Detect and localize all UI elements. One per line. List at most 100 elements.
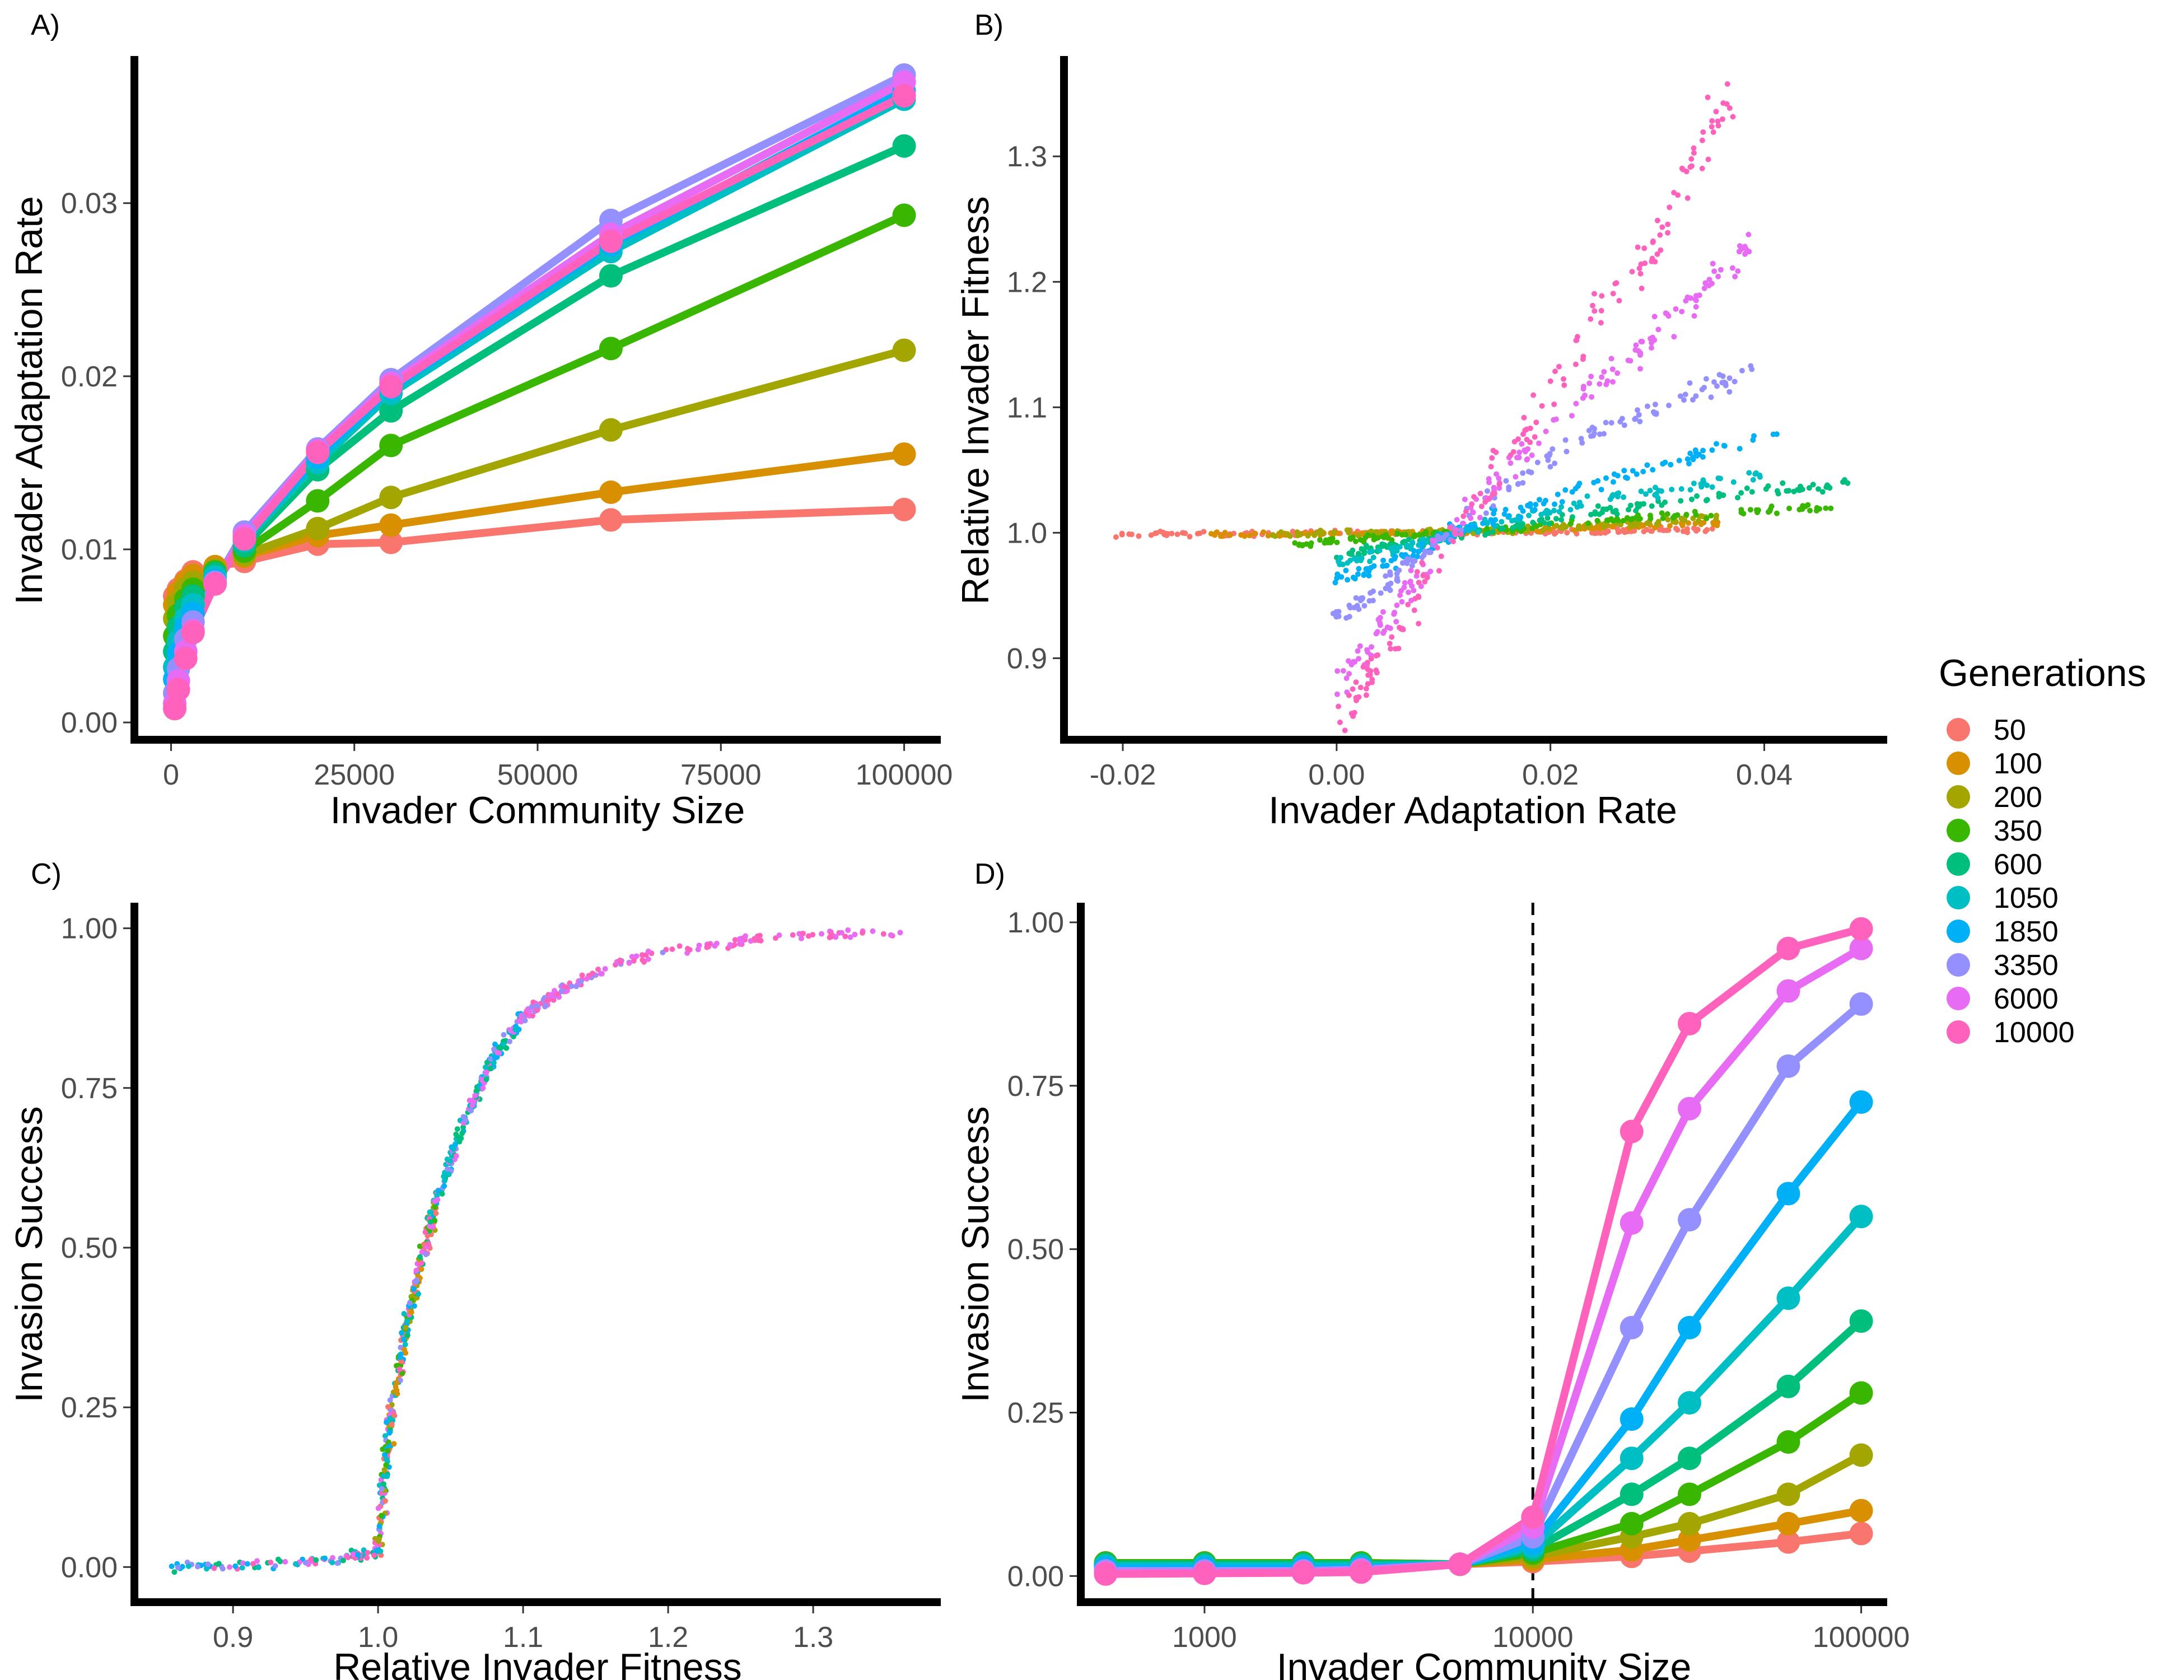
panel-b-point-6000	[1711, 268, 1718, 274]
panel-c-point	[727, 942, 733, 948]
panel-b-point-50	[1113, 534, 1119, 540]
panel-a-x-tick-label: 0	[163, 759, 179, 791]
panel-a-point-100	[599, 480, 623, 504]
panel-c-point	[171, 1569, 178, 1575]
panel-c-point	[394, 1380, 399, 1386]
panel-b-point-200	[1553, 522, 1560, 529]
panel-b-point-200	[1576, 523, 1582, 529]
panel-b-point-10000	[1687, 164, 1693, 170]
panel-c-point	[408, 1309, 414, 1315]
legend-key-50	[1947, 718, 1970, 741]
panel-b-point-10000	[1342, 727, 1348, 734]
panel-b-point-350	[1296, 542, 1303, 547]
panel-c-point	[731, 942, 738, 948]
panel-b-point-3350	[1597, 431, 1603, 437]
panel-a-point-10000	[203, 572, 227, 596]
panel-c-point	[232, 1563, 239, 1569]
panel-b-point-3350	[1635, 407, 1640, 413]
panel-b-point-3350	[1711, 379, 1717, 385]
legend-label-600: 600	[1994, 848, 2042, 881]
panel-b-point-1850	[1343, 567, 1349, 573]
panel-b-y-tick-label: 1.1	[1007, 391, 1047, 424]
panel-a-y-tick-label: 0.03	[61, 188, 118, 220]
panel-d-point-1050	[1620, 1446, 1644, 1471]
panel-b-point-6000	[1352, 659, 1358, 665]
panel-c-point	[512, 1026, 519, 1033]
panel-b-point-3350	[1749, 366, 1755, 372]
panel-b-point-350	[1416, 532, 1422, 538]
panel-b-point-1850	[1692, 447, 1698, 453]
panel-b-point-200	[1713, 515, 1719, 521]
panel-b-point-1050	[1678, 486, 1684, 492]
panel-b-point-1850	[1383, 563, 1389, 569]
panel-b-point-10000	[1688, 156, 1695, 162]
panel-b-point-600	[1786, 488, 1792, 494]
panel-c-x-tick-label: 1.3	[793, 1621, 833, 1654]
panel-b-point-10000	[1590, 302, 1595, 309]
panel-c-x-title: Relative Invader Fitness	[333, 1646, 741, 1680]
panel-b-point-600	[1749, 489, 1755, 495]
panel-b-point-6000	[1374, 629, 1380, 635]
panel-c-point	[819, 931, 825, 937]
panel-b-point-1850	[1559, 499, 1565, 505]
panel-b-point-10000	[1532, 434, 1538, 440]
panel-c-point	[169, 1564, 175, 1569]
panel-b-point-6000	[1346, 658, 1352, 664]
panel-b-point-3350	[1383, 573, 1389, 579]
panel-b-point-1050	[1752, 471, 1758, 477]
panel-c-y-tick-label: 0.00	[61, 1551, 118, 1584]
panel-b-point-3350	[1621, 422, 1627, 428]
panel-b-point-3350	[1436, 535, 1443, 541]
panel-b-point-600	[1592, 511, 1598, 517]
panel-b-point-6000	[1736, 249, 1742, 255]
panel-c-point	[423, 1252, 429, 1257]
panel-b-point-6000	[1408, 567, 1414, 573]
panel-c-point	[479, 1077, 485, 1083]
panel-b-point-1850	[1634, 471, 1640, 477]
panel-d-y-tick-label: 0.50	[1007, 1234, 1064, 1266]
panel-b-point-6000	[1632, 347, 1639, 353]
panel-d-point-10000	[1849, 917, 1873, 941]
panel-a-point-10000	[892, 84, 916, 108]
panel-b-point-50	[1169, 530, 1175, 536]
panel-b-point-3350	[1579, 440, 1585, 446]
panel-b-point-100	[1261, 529, 1266, 535]
panel-b-point-1050	[1558, 504, 1564, 510]
panel-b-point-100	[1714, 522, 1720, 529]
panel-b-point-6000	[1610, 379, 1616, 385]
panel-b-point-50	[1691, 525, 1697, 531]
panel-b-point-6000	[1603, 381, 1609, 388]
panel-b-point-50	[1644, 526, 1650, 533]
panel-b-point-1850	[1466, 524, 1472, 530]
panel-b-point-1850	[1501, 511, 1508, 517]
panel-b-point-1850	[1611, 471, 1617, 477]
panel-c-point	[400, 1336, 407, 1342]
panel-b-point-50	[1598, 530, 1604, 536]
panel-b-point-10000	[1392, 646, 1398, 652]
panel-b-point-1850	[1676, 458, 1682, 464]
panel-b-point-10000	[1419, 559, 1425, 566]
panel-b-point-50	[1174, 531, 1180, 538]
panel-b-point-10000	[1561, 376, 1566, 382]
panel-b-point-1850	[1543, 497, 1548, 503]
panel-d-point-600	[1677, 1446, 1701, 1471]
panel-c-point	[329, 1560, 335, 1566]
panel-b-point-6000	[1346, 671, 1352, 677]
panel-c-point	[534, 1003, 540, 1009]
panel-b-point-600	[1599, 510, 1605, 515]
panel-b-point-6000	[1627, 358, 1634, 364]
panel-b-point-600	[1553, 516, 1559, 522]
panel-c-point	[380, 1446, 386, 1452]
panel-b-point-1850	[1368, 564, 1374, 571]
panel-b-point-10000	[1724, 81, 1730, 87]
panel-b-point-600	[1775, 491, 1781, 497]
panel-b-point-1850	[1623, 474, 1628, 480]
panel-b-point-200	[1635, 520, 1641, 526]
panel-b-point-10000	[1691, 150, 1697, 156]
panel-d-ticks: 1000 10000 100000 0.00 0.25 0.50 0.75 1.00	[1007, 907, 1910, 1654]
panel-b-point-1050	[1567, 507, 1574, 513]
panel-c-point	[268, 1560, 274, 1565]
panel-b-point-10000	[1463, 508, 1469, 515]
panel-b-points	[1113, 81, 1851, 734]
